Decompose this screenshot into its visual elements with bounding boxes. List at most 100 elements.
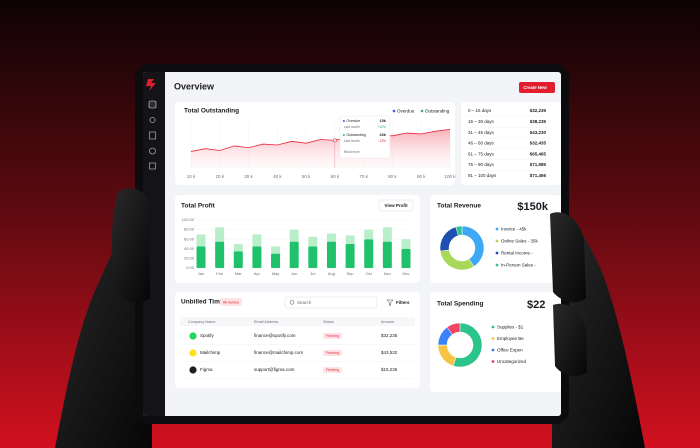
y-tick-label: 80.00 — [184, 227, 195, 232]
unbilled-card — [175, 292, 420, 388]
tooltip-change: +12% — [378, 125, 386, 129]
line — [190, 128, 451, 152]
x-tick-label: 100 k — [444, 174, 456, 179]
table-header: Amount — [381, 320, 395, 324]
bar — [401, 248, 411, 268]
status-pill — [323, 333, 342, 339]
revenue-total: $150k — [517, 201, 548, 213]
x-tick-label: 50 k — [302, 174, 311, 179]
y-tick-label: 40.00 — [184, 246, 195, 251]
left-fingers — [111, 188, 150, 303]
email: finance@spotify.com — [254, 333, 296, 338]
x-tick-label: 10 k — [187, 174, 196, 179]
aging-range: 16 – 30 days — [468, 119, 495, 124]
table-header: Status — [323, 320, 334, 324]
right-fingers — [553, 303, 587, 377]
x-tick-label: Feb — [216, 271, 224, 276]
x-tick-label: Aug — [328, 271, 335, 276]
aging-range: 91 – 100 days — [468, 173, 497, 178]
donut-segment — [455, 225, 463, 236]
spending-total: $22 — [527, 299, 545, 311]
donut-segment — [452, 322, 483, 368]
bar — [196, 246, 206, 268]
tooltip — [339, 115, 391, 159]
logo — [146, 79, 156, 91]
amount: $43,532 — [381, 350, 398, 355]
x-tick-label: Sep — [347, 271, 355, 276]
view-profit-label[interactable]: View Profit — [384, 203, 408, 208]
status-pill — [323, 350, 342, 356]
table-header-bg — [180, 317, 415, 326]
tooltip-dot — [342, 120, 345, 122]
bar — [215, 227, 225, 242]
tooltip-sub: Last month — [344, 125, 360, 129]
status-pill — [323, 367, 342, 373]
tooltip-change: -13% — [378, 139, 386, 143]
card-title: Total Revenue — [437, 203, 481, 210]
bar — [401, 239, 411, 249]
y-tick-label: 100.00 — [182, 217, 195, 222]
x-tick-label: Nov — [384, 271, 391, 276]
aging-amount: $65,465 — [530, 151, 547, 156]
aging-range: 76 – 90 days — [468, 162, 495, 167]
tooltip-name: Outstanding — [346, 133, 365, 137]
create-button-label[interactable]: Create New — [523, 85, 547, 90]
tooltip-dot — [342, 134, 345, 136]
card-title: Total Spending — [437, 301, 483, 308]
x-tick-label: Oct — [366, 271, 373, 276]
status: Pending — [326, 334, 339, 338]
nav-docs[interactable] — [149, 131, 156, 140]
bar — [252, 234, 262, 247]
y-tick-label: 0.00 — [186, 265, 195, 270]
donut-segment — [446, 322, 461, 335]
nav-time[interactable] — [149, 147, 156, 155]
x-tick-label: Mar — [235, 271, 243, 276]
nav-settings[interactable] — [149, 162, 156, 170]
aging-amount: $38,235 — [530, 119, 547, 124]
company-logo — [189, 332, 197, 340]
aging-amount: $32,435 — [530, 141, 547, 146]
filter-icon — [386, 299, 394, 306]
aging-range: 61 – 75 days — [468, 151, 495, 156]
aging-amount: $71,985 — [530, 162, 547, 167]
email: finance@mailchimp.com — [254, 350, 303, 355]
tooltip-sub: Last month — [344, 139, 360, 143]
legend-dot — [491, 325, 495, 329]
search-box[interactable] — [284, 296, 378, 309]
view-profit-button[interactable] — [378, 199, 414, 212]
x-tick-label: Dec — [402, 271, 409, 276]
legend-label: Employee Be — [497, 336, 524, 341]
bar — [382, 227, 392, 242]
x-tick-label: May — [272, 271, 280, 276]
filters-button[interactable]: Filters — [396, 300, 410, 305]
bar — [364, 239, 374, 268]
nav-users[interactable] — [149, 117, 156, 123]
search-placeholder[interactable]: Search — [297, 300, 312, 305]
status: Pending — [326, 351, 339, 355]
x-tick-label: Jan — [198, 271, 204, 276]
legend-label: In-Person Sales - — [501, 262, 536, 267]
aging-amount: $43,230 — [530, 130, 547, 135]
bar — [308, 246, 318, 268]
aging-range: 0 – 15 days — [468, 108, 492, 113]
x-tick-label: 60 k — [331, 174, 340, 179]
legend-label: Overdue — [397, 108, 415, 113]
legend-dot — [491, 360, 495, 363]
card-title: Total Outstanding — [184, 108, 239, 115]
legend-label: Office Expen — [497, 347, 523, 352]
x-tick-label: 30 k — [244, 174, 253, 179]
screen: Overview Create New Total Outstanding To… — [143, 72, 561, 416]
bar — [345, 244, 355, 268]
bar — [364, 229, 374, 240]
aging-range: 46 – 60 days — [468, 141, 495, 146]
bar — [289, 241, 299, 268]
company-name: Mailchimp — [200, 350, 221, 355]
y-tick-label: 20.00 — [184, 255, 195, 260]
create-button[interactable] — [519, 82, 555, 93]
bar — [326, 233, 336, 242]
legend-label: Supplies - $1 — [497, 324, 524, 329]
nav-dashboard[interactable] — [148, 100, 157, 109]
aging-amount: $32,235 — [530, 108, 547, 113]
